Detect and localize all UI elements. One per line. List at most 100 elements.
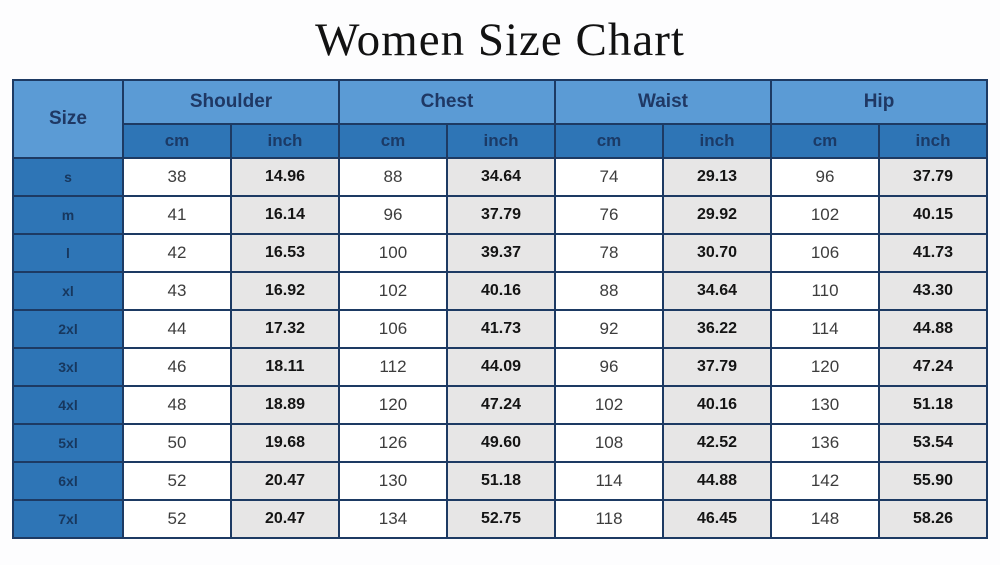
unit-header-hip-cm: cm [770, 123, 880, 160]
inch-value-cell: 47.24 [877, 347, 989, 388]
size-cell: m [11, 195, 124, 236]
inch-value-cell: 49.60 [445, 423, 557, 464]
inch-value-cell: 17.32 [229, 309, 340, 350]
cm-value-cell: 43 [121, 271, 232, 312]
cm-value-cell: 48 [121, 385, 232, 426]
cm-value-cell: 130 [337, 461, 448, 502]
cm-value-cell: 102 [770, 195, 880, 236]
unit-header-waist-inch: inch [662, 123, 772, 160]
cm-value-cell: 126 [337, 423, 448, 464]
inch-value-cell: 37.79 [662, 347, 772, 388]
inch-value-cell: 40.16 [445, 271, 557, 312]
cm-value-cell: 38 [121, 157, 232, 198]
inch-value-cell: 47.24 [445, 385, 557, 426]
cm-value-cell: 50 [121, 423, 232, 464]
table-row: 4xl 48 18.89 120 47.24 102 40.16 130 51.… [11, 385, 989, 426]
inch-value-cell: 51.18 [445, 461, 557, 502]
table-row: l 42 16.53 100 39.37 78 30.70 106 41.73 [11, 233, 989, 274]
inch-value-cell: 42.52 [662, 423, 772, 464]
cm-value-cell: 148 [770, 499, 880, 540]
cm-value-cell: 110 [770, 271, 880, 312]
inch-value-cell: 44.09 [445, 347, 557, 388]
table-row: m 41 16.14 96 37.79 76 29.92 102 40.15 [11, 195, 989, 236]
size-cell: l [11, 233, 124, 274]
table-row: s 38 14.96 88 34.64 74 29.13 96 37.79 [11, 157, 989, 198]
inch-value-cell: 20.47 [229, 499, 340, 540]
inch-value-cell: 16.14 [229, 195, 340, 236]
unit-header-shoulder-cm: cm [121, 123, 232, 160]
unit-header-chest-inch: inch [445, 123, 557, 160]
size-chart-page: Women Size Chart Size Shoulder Chest Wai… [0, 10, 1000, 565]
cm-value-cell: 100 [337, 233, 448, 274]
inch-value-cell: 19.68 [229, 423, 340, 464]
inch-value-cell: 40.15 [877, 195, 989, 236]
cm-value-cell: 114 [770, 309, 880, 350]
cm-value-cell: 120 [770, 347, 880, 388]
inch-value-cell: 30.70 [662, 233, 772, 274]
inch-value-cell: 29.13 [662, 157, 772, 198]
cm-value-cell: 96 [337, 195, 448, 236]
cm-value-cell: 106 [770, 233, 880, 274]
group-header-row: Size Shoulder Chest Waist Hip [11, 79, 989, 160]
cm-value-cell: 136 [770, 423, 880, 464]
inch-value-cell: 46.45 [662, 499, 772, 540]
inch-value-cell: 29.92 [662, 195, 772, 236]
inch-value-cell: 55.90 [877, 461, 989, 502]
inch-value-cell: 44.88 [662, 461, 772, 502]
cm-value-cell: 96 [554, 347, 664, 388]
size-cell: 6xl [11, 461, 124, 502]
inch-value-cell: 39.37 [445, 233, 557, 274]
table-row: xl 43 16.92 102 40.16 88 34.64 110 43.30 [11, 271, 989, 312]
cm-value-cell: 118 [554, 499, 664, 540]
cm-value-cell: 96 [770, 157, 880, 198]
unit-header-row: cm inch cm inch cm inch cm inch [13, 123, 989, 160]
cm-value-cell: 52 [121, 499, 232, 540]
inch-value-cell: 41.73 [877, 233, 989, 274]
inch-value-cell: 16.92 [229, 271, 340, 312]
size-cell: 7xl [11, 499, 124, 540]
cm-value-cell: 112 [337, 347, 448, 388]
cm-value-cell: 102 [554, 385, 664, 426]
unit-header-shoulder-inch: inch [229, 123, 340, 160]
size-chart-table: Size Shoulder Chest Waist Hip cm inch cm… [11, 79, 989, 540]
cm-value-cell: 44 [121, 309, 232, 350]
cm-value-cell: 106 [337, 309, 448, 350]
cm-value-cell: 41 [121, 195, 232, 236]
inch-value-cell: 34.64 [445, 157, 557, 198]
cm-value-cell: 92 [554, 309, 664, 350]
cm-value-cell: 76 [554, 195, 664, 236]
size-cell: 4xl [11, 385, 124, 426]
inch-value-cell: 43.30 [877, 271, 989, 312]
page-title: Women Size Chart [315, 14, 685, 66]
cm-value-cell: 114 [554, 461, 664, 502]
cm-value-cell: 142 [770, 461, 880, 502]
inch-value-cell: 58.26 [877, 499, 989, 540]
cm-value-cell: 120 [337, 385, 448, 426]
cm-value-cell: 88 [554, 271, 664, 312]
group-header-waist: Waist [554, 79, 772, 126]
size-cell: 5xl [11, 423, 124, 464]
inch-value-cell: 53.54 [877, 423, 989, 464]
inch-value-cell: 18.11 [229, 347, 340, 388]
cm-value-cell: 102 [337, 271, 448, 312]
cm-value-cell: 42 [121, 233, 232, 274]
inch-value-cell: 40.16 [662, 385, 772, 426]
cm-value-cell: 130 [770, 385, 880, 426]
unit-header-waist-cm: cm [554, 123, 664, 160]
group-header-shoulder: Shoulder [121, 79, 340, 126]
table-row: 7xl 52 20.47 134 52.75 118 46.45 148 58.… [11, 499, 989, 540]
group-header-chest: Chest [337, 79, 557, 126]
unit-header-chest-cm: cm [337, 123, 448, 160]
inch-value-cell: 16.53 [229, 233, 340, 274]
inch-value-cell: 20.47 [229, 461, 340, 502]
unit-header-hip-inch: inch [877, 123, 989, 160]
inch-value-cell: 41.73 [445, 309, 557, 350]
table-row: 6xl 52 20.47 130 51.18 114 44.88 142 55.… [11, 461, 989, 502]
table-row: 3xl 46 18.11 112 44.09 96 37.79 120 47.2… [11, 347, 989, 388]
inch-value-cell: 44.88 [877, 309, 989, 350]
size-cell: xl [11, 271, 124, 312]
table-row: 5xl 50 19.68 126 49.60 108 42.52 136 53.… [11, 423, 989, 464]
cm-value-cell: 46 [121, 347, 232, 388]
size-cell: s [11, 157, 124, 198]
inch-value-cell: 52.75 [445, 499, 557, 540]
